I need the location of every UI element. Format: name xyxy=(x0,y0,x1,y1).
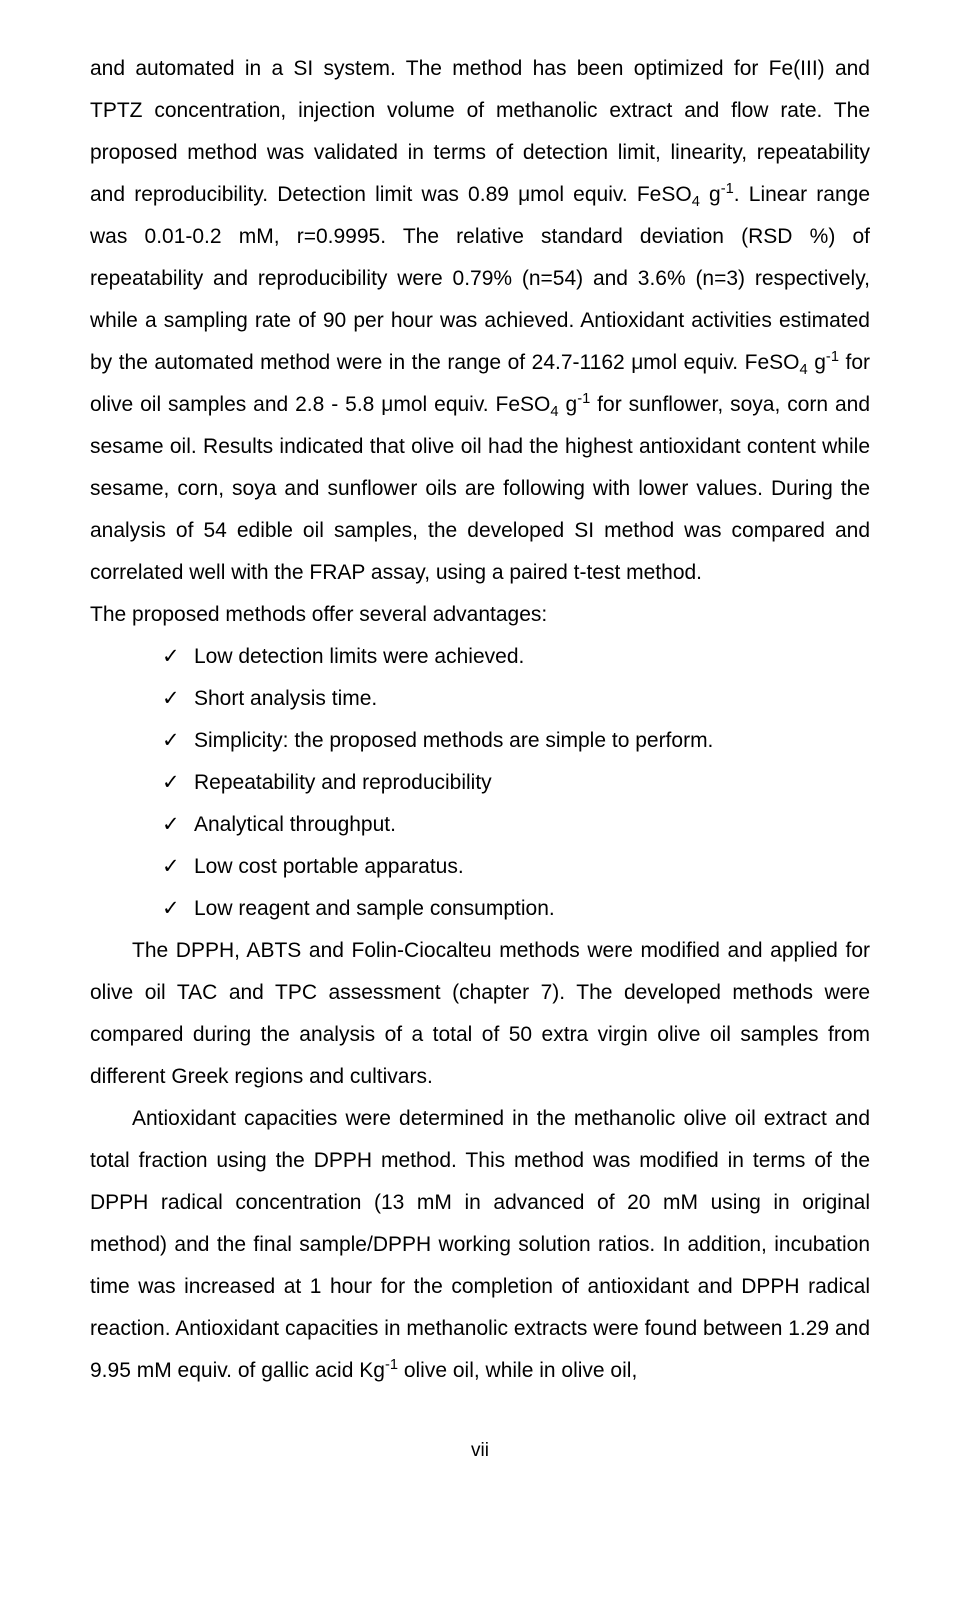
p1-text-d: g xyxy=(808,351,826,374)
superscript-1: 1 xyxy=(831,349,839,365)
subscript-4: 4 xyxy=(550,404,558,420)
paragraph-2: The DPPH, ABTS and Folin-Ciocalteu metho… xyxy=(90,930,870,1098)
advantage-item: Low detection limits were achieved. xyxy=(162,636,870,678)
p1-text-g: for sunflower, soya, corn and sesame oil… xyxy=(90,393,870,584)
page-number: vii xyxy=(90,1440,870,1462)
advantages-list: Low detection limits were achieved. Shor… xyxy=(90,636,870,930)
advantage-item: Low cost portable apparatus. xyxy=(162,846,870,888)
paragraph-1: and automated in a SI system. The method… xyxy=(90,48,870,594)
superscript-neg1: -1 xyxy=(385,1357,398,1373)
advantage-item: Simplicity: the proposed methods are sim… xyxy=(162,720,870,762)
page-container: and automated in a SI system. The method… xyxy=(0,0,960,1502)
advantage-item: Analytical throughput. xyxy=(162,804,870,846)
superscript-neg1: -1 xyxy=(721,181,734,197)
p3-text-b: olive oil, while in olive oil, xyxy=(398,1359,637,1382)
p1-text-f: g xyxy=(559,393,578,416)
advantage-item: Low reagent and sample consumption. xyxy=(162,888,870,930)
advantage-item: Repeatability and reproducibility xyxy=(162,762,870,804)
advantage-item: Short analysis time. xyxy=(162,678,870,720)
paragraph-3: Antioxidant capacities were determined i… xyxy=(90,1098,870,1392)
p1-text-b: g xyxy=(700,183,721,206)
subscript-4: 4 xyxy=(692,194,700,210)
p3-text-a: Antioxidant capacities were determined i… xyxy=(90,1107,870,1382)
p1-text-c: . Linear range was 0.01-0.2 mM, r=0.9995… xyxy=(90,183,870,374)
advantages-intro: The proposed methods offer several advan… xyxy=(90,594,870,636)
superscript-neg1: -1 xyxy=(577,391,590,407)
subscript-4: 4 xyxy=(800,362,808,378)
